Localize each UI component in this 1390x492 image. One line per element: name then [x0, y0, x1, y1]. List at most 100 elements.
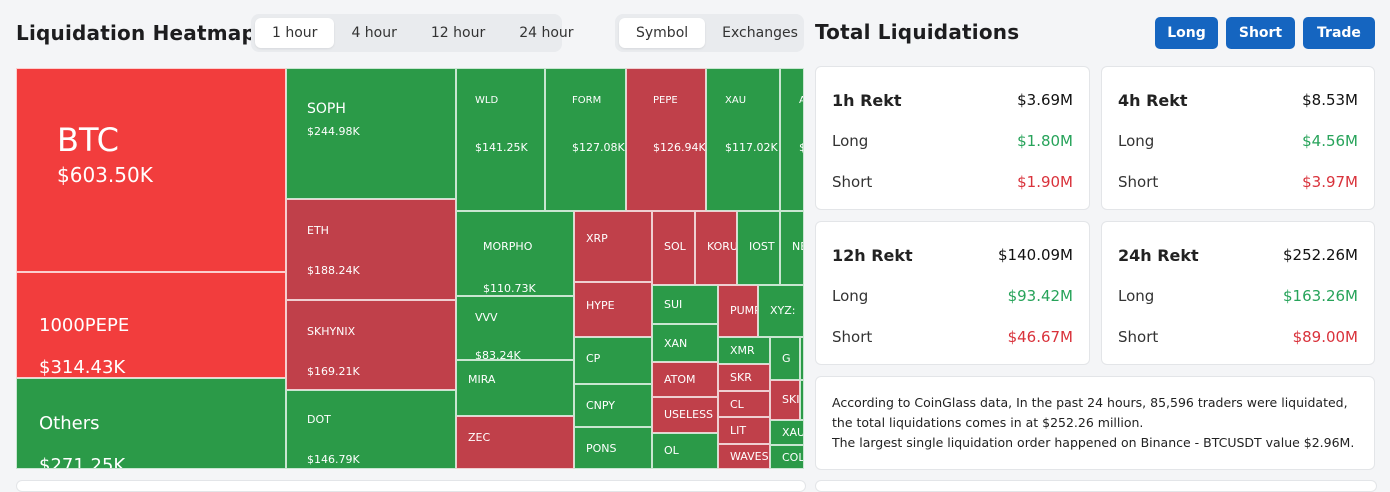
tile-symbol: OL [664, 444, 679, 457]
tile-symbol: CL [730, 398, 744, 411]
long-label: Long [832, 132, 869, 150]
long-value: $163.26M [1283, 287, 1358, 305]
tile-value: $271.25K [39, 455, 126, 469]
tab-1-hour[interactable]: 1 hour [255, 18, 335, 48]
heatmap-tile[interactable]: XAN [652, 324, 718, 362]
tile-symbol: IOST [749, 240, 775, 253]
heatmap-tile[interactable]: SKHYNIX $169.21K [286, 300, 456, 390]
tile-value: $117.02K [725, 141, 778, 154]
heatmap-tile[interactable]: NE [780, 211, 804, 285]
tile-symbol: PUMP [730, 304, 758, 317]
short-value: $89.00M [1292, 328, 1358, 346]
heatmap-tile[interactable]: IOST [737, 211, 780, 285]
period-label: 1h Rekt [832, 91, 902, 110]
heatmap-tile[interactable]: BTC $603.50K [16, 68, 286, 272]
heatmap-tile[interactable]: CNPY [574, 384, 652, 427]
period-label: 4h Rekt [1118, 91, 1188, 110]
tab-exchanges[interactable]: Exchanges [722, 25, 798, 41]
heatmap-tile[interactable]: WAVES [718, 444, 770, 469]
heatmap-tile[interactable]: ETH $188.24K [286, 199, 456, 300]
heatmap-tile[interactable]: MORPHO $110.73K [456, 211, 574, 296]
tile-symbol: FORM [572, 95, 602, 106]
heatmap-tile[interactable]: HYPE [574, 282, 652, 337]
heatmap-tile[interactable]: SOPH $244.98K [286, 68, 456, 199]
short-value: $3.97M [1302, 173, 1358, 191]
heatmap-tile[interactable]: Others $271.25K [16, 378, 286, 469]
heatmap-tile[interactable] [800, 337, 804, 380]
tile-symbol: BTC [57, 121, 119, 159]
rekt-card-12h: 12h Rekt $140.09M Long $93.42M Short $46.67… [815, 221, 1090, 365]
heatmap-tile[interactable]: XAU [770, 420, 804, 445]
tile-symbol: CP [586, 352, 601, 365]
heatmap-tile[interactable]: MIRA [456, 360, 574, 416]
period-label: 12h Rekt [832, 246, 913, 265]
tile-symbol: LIT [730, 424, 747, 437]
tile-symbol: WLD [475, 95, 499, 106]
heatmap-tile[interactable]: XYZ: [758, 285, 804, 337]
heatmap-tile[interactable]: G [770, 337, 800, 380]
heatmap-tile[interactable]: XMR [718, 337, 770, 364]
heatmap-tile[interactable]: ATOM [652, 362, 718, 397]
heatmap-tile[interactable]: SKI [770, 380, 800, 420]
long-value: $4.56M [1302, 132, 1358, 150]
heatmap-tile[interactable]: DOT $146.79K [286, 390, 456, 469]
total-value: $3.69M [1017, 91, 1073, 109]
heatmap-tile[interactable]: A $1 [780, 68, 804, 211]
heatmap-title: Liquidation Heatmap [16, 21, 256, 45]
tab-12-hour[interactable]: 12 hour [430, 25, 486, 41]
heatmap-tile[interactable]: KORU [695, 211, 737, 285]
tile-symbol: ATOM [664, 373, 696, 386]
tile-value: $146.79K [307, 453, 360, 466]
heatmap-tile[interactable]: XAU $117.02K [706, 68, 780, 211]
total-value: $8.53M [1302, 91, 1358, 109]
heatmap-tile[interactable]: LIT [718, 417, 770, 444]
tile-value: $188.24K [307, 264, 360, 277]
long-button[interactable]: Long [1155, 17, 1218, 49]
heatmap-tile[interactable]: FORM $127.08K [545, 68, 626, 211]
rekt-card-24h: 24h Rekt $252.26M Long $163.26M Short $89.0… [1101, 221, 1375, 365]
tile-symbol: SKI [782, 393, 800, 406]
heatmap-tile[interactable]: PUMP [718, 285, 758, 337]
long-value: $93.42M [1007, 287, 1073, 305]
tab-symbol[interactable]: Symbol [619, 18, 706, 48]
heatmap-tile[interactable]: CP [574, 337, 652, 384]
heatmap-tile[interactable]: SOL [652, 211, 695, 285]
heatmap-tile[interactable]: 1000PEPE $314.43K [16, 272, 286, 378]
total-liquidations-title: Total Liquidations [815, 20, 1020, 44]
heatmap-tile[interactable]: PONS [574, 427, 652, 469]
tile-symbol: SUI [664, 298, 683, 311]
lower-panel-edge [815, 480, 1377, 492]
tile-symbol: SOPH [307, 101, 346, 117]
heatmap-tile[interactable]: SKR [718, 364, 770, 391]
time-range-tabs: 1 hour 4 hour 12 hour 24 hour [251, 14, 574, 52]
heatmap-tile[interactable]: CL [718, 391, 770, 417]
heatmap-tile[interactable]: ZEC [456, 416, 574, 469]
tile-symbol: PONS [586, 442, 617, 455]
short-button[interactable]: Short [1226, 17, 1295, 49]
heatmap-tile[interactable] [800, 380, 804, 420]
tile-symbol: XAN [664, 337, 688, 350]
liquidation-heatmap: BTC $603.50K 1000PEPE $314.43K Others $271.25… [16, 68, 804, 469]
tile-value: $169.21K [307, 365, 360, 378]
trade-button[interactable]: Trade [1303, 17, 1375, 49]
tile-symbol: WAVES [730, 450, 769, 463]
total-value: $252.26M [1283, 246, 1358, 264]
heatmap-tile[interactable]: WLD $141.25K [456, 68, 545, 211]
tile-value: $1 [799, 141, 803, 154]
heatmap-tile[interactable]: OL [652, 433, 718, 469]
heatmap-tile[interactable]: XRP [574, 211, 652, 282]
summary-largest-order: The largest single liquidation order hap… [832, 435, 1355, 450]
lower-panel-edge [16, 480, 806, 492]
heatmap-tile[interactable]: PEPE $126.94K [626, 68, 706, 211]
rekt-card-4h: 4h Rekt $8.53M Long $4.56M Short $3.97M [1101, 66, 1375, 210]
tab-4-hour[interactable]: 4 hour [351, 25, 397, 41]
heatmap-tile[interactable]: VVV $83.24K [456, 296, 574, 360]
long-value: $1.80M [1017, 132, 1073, 150]
tile-symbol: SKHYNIX [307, 325, 356, 338]
heatmap-tile[interactable]: SUI [652, 285, 718, 324]
tab-24-hour[interactable]: 24 hour [519, 25, 574, 41]
tile-symbol: ZEC [468, 431, 491, 444]
heatmap-tile[interactable]: USELESS [652, 397, 718, 433]
long-label: Long [832, 287, 869, 305]
heatmap-tile[interactable]: COL [770, 445, 804, 469]
